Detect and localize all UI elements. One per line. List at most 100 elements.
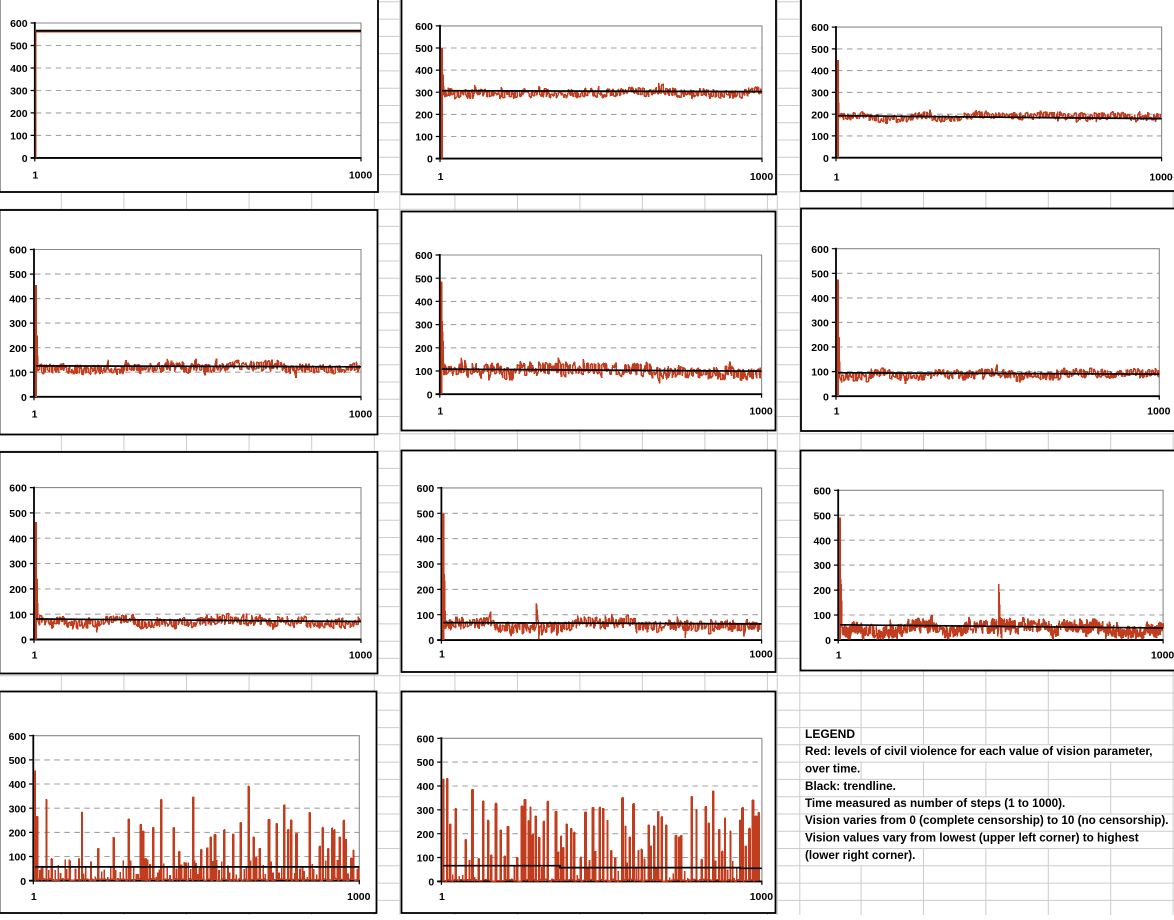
- svg-text:100: 100: [415, 132, 433, 144]
- svg-text:200: 200: [9, 584, 27, 596]
- svg-text:300: 300: [10, 86, 28, 98]
- svg-text:1000: 1000: [349, 650, 373, 662]
- svg-text:500: 500: [811, 44, 829, 56]
- svg-text:over time.: over time.: [805, 763, 860, 776]
- svg-text:200: 200: [9, 343, 27, 355]
- svg-text:500: 500: [813, 510, 831, 522]
- svg-text:0: 0: [823, 153, 829, 165]
- svg-text:100: 100: [9, 852, 27, 864]
- svg-text:200: 200: [417, 585, 435, 597]
- svg-text:1000: 1000: [749, 649, 773, 661]
- svg-text:1000: 1000: [347, 891, 371, 903]
- svg-text:100: 100: [417, 853, 435, 865]
- svg-text:300: 300: [415, 320, 433, 332]
- svg-text:600: 600: [415, 21, 433, 33]
- svg-text:500: 500: [9, 269, 27, 281]
- svg-text:1: 1: [834, 406, 840, 418]
- svg-text:400: 400: [813, 535, 831, 547]
- svg-text:400: 400: [9, 533, 27, 545]
- svg-text:300: 300: [417, 559, 435, 571]
- svg-text:1: 1: [437, 405, 443, 417]
- svg-text:600: 600: [10, 18, 28, 30]
- svg-text:Black: trendline.: Black: trendline.: [805, 780, 896, 793]
- svg-text:100: 100: [9, 609, 27, 621]
- svg-text:500: 500: [9, 508, 27, 520]
- svg-text:600: 600: [417, 733, 435, 745]
- svg-text:0: 0: [21, 392, 27, 404]
- svg-text:Vision varies from 0 (complete: Vision varies from 0 (complete censorshi…: [805, 814, 1169, 827]
- svg-text:600: 600: [417, 483, 435, 495]
- svg-text:1000: 1000: [1147, 406, 1171, 418]
- svg-text:100: 100: [811, 367, 829, 379]
- svg-text:1000: 1000: [349, 409, 373, 421]
- svg-text:1: 1: [439, 649, 445, 661]
- svg-text:400: 400: [811, 66, 829, 78]
- svg-text:0: 0: [20, 876, 26, 888]
- svg-text:600: 600: [415, 250, 433, 262]
- svg-text:1000: 1000: [750, 171, 774, 183]
- svg-text:1: 1: [31, 891, 37, 903]
- svg-text:400: 400: [811, 293, 829, 305]
- svg-text:1: 1: [439, 891, 445, 903]
- svg-text:400: 400: [415, 65, 433, 77]
- svg-text:1: 1: [32, 170, 38, 182]
- svg-text:1: 1: [836, 650, 842, 662]
- svg-text:300: 300: [417, 805, 435, 817]
- svg-text:400: 400: [417, 781, 435, 793]
- svg-text:1000: 1000: [1149, 171, 1173, 183]
- svg-text:300: 300: [9, 559, 27, 571]
- svg-text:Time measured as number of ste: Time measured as number of steps (1 to 1…: [805, 797, 1065, 810]
- svg-text:300: 300: [811, 318, 829, 330]
- svg-text:600: 600: [811, 244, 829, 256]
- svg-text:600: 600: [9, 245, 27, 257]
- svg-text:100: 100: [415, 366, 433, 378]
- svg-text:Red: levels of civil violence: Red: levels of civil violence for each v…: [805, 745, 1153, 758]
- svg-text:0: 0: [825, 635, 831, 647]
- svg-text:500: 500: [415, 43, 433, 55]
- svg-text:300: 300: [9, 318, 27, 330]
- svg-text:200: 200: [415, 110, 433, 122]
- svg-text:100: 100: [813, 610, 831, 622]
- svg-text:400: 400: [417, 534, 435, 546]
- svg-text:300: 300: [811, 88, 829, 100]
- svg-text:300: 300: [415, 87, 433, 99]
- svg-text:300: 300: [9, 803, 27, 815]
- svg-text:1: 1: [834, 171, 840, 183]
- svg-text:400: 400: [9, 294, 27, 306]
- svg-text:200: 200: [811, 342, 829, 354]
- svg-text:1000: 1000: [349, 170, 373, 182]
- svg-text:300: 300: [813, 560, 831, 572]
- svg-text:1: 1: [438, 171, 444, 183]
- svg-text:0: 0: [427, 154, 433, 166]
- svg-text:0: 0: [428, 877, 434, 889]
- svg-text:200: 200: [10, 108, 28, 120]
- svg-text:400: 400: [415, 297, 433, 309]
- svg-text:400: 400: [9, 779, 27, 791]
- svg-text:1: 1: [32, 650, 38, 662]
- svg-text:1000: 1000: [749, 405, 773, 417]
- svg-text:100: 100: [10, 131, 28, 143]
- svg-text:600: 600: [813, 485, 831, 497]
- svg-text:200: 200: [811, 109, 829, 121]
- svg-text:Vision values vary from lowest: Vision values vary from lowest (upper le…: [805, 832, 1139, 845]
- svg-text:0: 0: [427, 389, 433, 401]
- svg-text:500: 500: [9, 755, 27, 767]
- svg-text:0: 0: [22, 153, 28, 165]
- svg-text:0: 0: [21, 635, 27, 647]
- svg-text:100: 100: [9, 367, 27, 379]
- svg-text:200: 200: [9, 828, 27, 840]
- svg-text:600: 600: [9, 483, 27, 495]
- svg-text:200: 200: [417, 829, 435, 841]
- svg-text:600: 600: [811, 22, 829, 34]
- svg-text:600: 600: [9, 731, 27, 743]
- svg-text:0: 0: [823, 391, 829, 403]
- svg-text:200: 200: [415, 343, 433, 355]
- svg-text:1: 1: [32, 409, 38, 421]
- svg-text:500: 500: [417, 757, 435, 769]
- svg-text:500: 500: [415, 273, 433, 285]
- svg-text:100: 100: [811, 131, 829, 143]
- svg-text:LEGEND: LEGEND: [805, 727, 855, 741]
- svg-text:200: 200: [813, 585, 831, 597]
- svg-text:500: 500: [417, 508, 435, 520]
- svg-text:500: 500: [10, 41, 28, 53]
